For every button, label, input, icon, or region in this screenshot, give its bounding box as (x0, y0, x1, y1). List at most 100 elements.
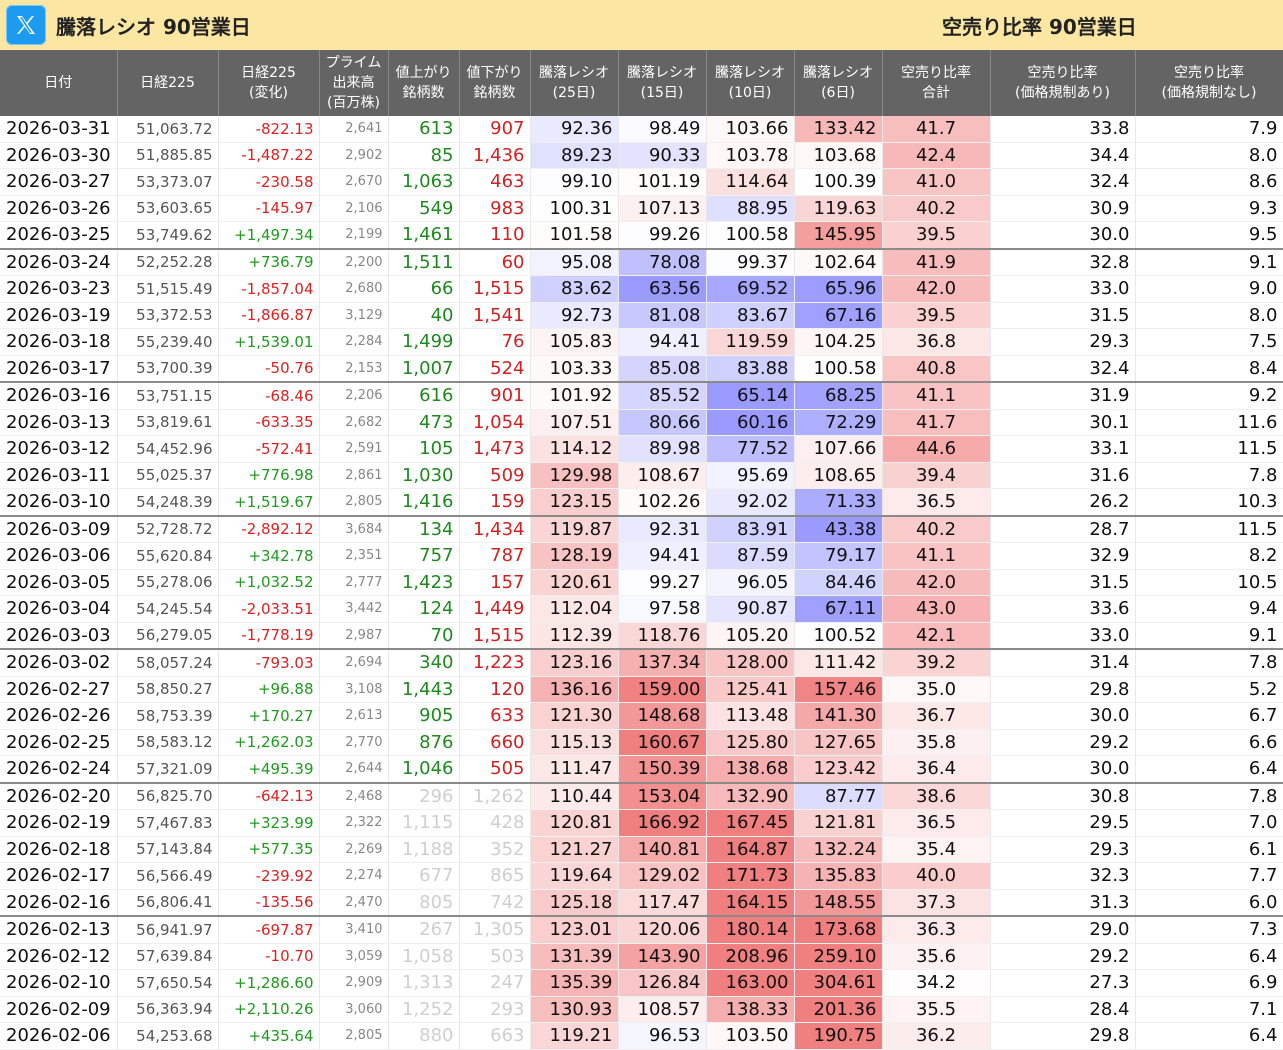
cell-nikkei: 57,321.09 (117, 755, 219, 783)
table-row: 2026-02-26 58,753.39 +170.27 2,613 905 633 121… (0, 702, 1283, 730)
cell-volume: 2,153 (319, 355, 389, 383)
cell-nikkei: 55,278.06 (117, 569, 219, 596)
column-header-s_noreg[interactable]: 空売り比率 (価格規制なし) (1135, 50, 1283, 116)
cell-dec: 633 (459, 702, 531, 730)
cell-s_noreg: 6.6 (1135, 729, 1283, 756)
table-row: 2026-03-09 52,728.72 -2,892.12 3,684 134 1,43… (0, 514, 1283, 543)
cell-s_noreg: 6.9 (1135, 969, 1283, 997)
cell-s_reg: 28.4 (990, 996, 1136, 1023)
cell-dec: 983 (459, 195, 531, 222)
cell-r25: 120.81 (530, 809, 619, 837)
cell-r10: 119.59 (706, 328, 795, 356)
cell-r10: 125.41 (706, 676, 795, 703)
cell-s_total: 40.8 (882, 355, 991, 383)
cell-r6: 100.39 (794, 168, 883, 196)
cell-r10: 103.78 (706, 142, 795, 169)
column-header-r25[interactable]: 騰落レシオ (25日) (530, 50, 619, 116)
table-row: 2026-03-24 52,252.28 +736.79 2,200 1,511 60 95… (0, 247, 1283, 276)
column-header-change[interactable]: 日経225 (変化) (218, 50, 320, 116)
column-header-s_reg[interactable]: 空売り比率 (価格規制あり) (990, 50, 1136, 116)
cell-s_noreg: 9.1 (1135, 247, 1283, 276)
cell-nikkei: 57,650.54 (117, 969, 219, 997)
table-row: 2026-02-12 57,639.84 -10.70 3,059 1,058 503 13… (0, 943, 1283, 970)
cell-r25: 95.08 (530, 247, 619, 276)
cell-s_reg: 27.3 (990, 969, 1136, 997)
column-header-r15[interactable]: 騰落レシオ (15日) (618, 50, 707, 116)
cell-date: 2026-02-24 (0, 755, 118, 783)
cell-change: +736.79 (218, 247, 320, 276)
table-row: 2026-03-05 55,278.06 +1,032.52 2,777 1,423 15… (0, 569, 1283, 596)
cell-r15: 94.41 (618, 328, 707, 356)
cell-date: 2026-02-06 (0, 1022, 118, 1050)
cell-r25: 100.31 (530, 195, 619, 222)
column-header-dec[interactable]: 値下がり 銘柄数 (459, 50, 531, 116)
cell-s_reg: 33.0 (990, 622, 1136, 650)
cell-s_noreg: 6.7 (1135, 702, 1283, 730)
cell-nikkei: 51,515.49 (117, 275, 219, 303)
cell-s_total: 39.5 (882, 302, 991, 329)
table-row: 2026-02-25 58,583.12 +1,262.03 2,770 876 660 1… (0, 729, 1283, 756)
column-header-date[interactable]: 日付 (0, 50, 118, 116)
cell-s_total: 36.3 (882, 915, 991, 944)
cell-volume: 3,060 (319, 996, 389, 1023)
cell-dec: 120 (459, 676, 531, 703)
cell-s_total: 36.5 (882, 488, 991, 516)
cell-s_noreg: 6.1 (1135, 836, 1283, 863)
cell-change: +495.39 (218, 755, 320, 783)
column-header-volume[interactable]: プライム 出来高 (百万株) (319, 50, 389, 116)
cell-adv: 1,499 (388, 328, 460, 356)
cell-r10: 90.87 (706, 595, 795, 623)
cell-volume: 2,106 (319, 195, 389, 222)
cell-date: 2026-03-09 (0, 514, 118, 543)
cell-r25: 123.16 (530, 648, 619, 677)
column-header-adv[interactable]: 値上がり 銘柄数 (388, 50, 460, 116)
cell-date: 2026-03-05 (0, 569, 118, 596)
cell-r15: 150.39 (618, 755, 707, 783)
cell-dec: 293 (459, 996, 531, 1023)
cell-r6: 104.25 (794, 328, 883, 356)
cell-r6: 79.17 (794, 542, 883, 570)
cell-r10: 103.66 (706, 116, 795, 143)
column-header-r10[interactable]: 騰落レシオ (10日) (706, 50, 795, 116)
cell-nikkei: 54,248.39 (117, 488, 219, 516)
cell-r10: 163.00 (706, 969, 795, 997)
cell-s_total: 36.4 (882, 755, 991, 783)
cell-r15: 102.26 (618, 488, 707, 516)
cell-nikkei: 54,245.54 (117, 595, 219, 623)
cell-r15: 143.90 (618, 943, 707, 970)
cell-r10: 69.52 (706, 275, 795, 303)
short-selling-title: 空売り比率 90営業日 (942, 15, 1137, 39)
cell-r10: 87.59 (706, 542, 795, 570)
cell-s_total: 38.6 (882, 781, 991, 810)
cell-date: 2026-02-10 (0, 969, 118, 997)
cell-s_noreg: 7.1 (1135, 996, 1283, 1023)
cell-r6: 190.75 (794, 1022, 883, 1050)
cell-adv: 1,115 (388, 809, 460, 837)
cell-date: 2026-03-17 (0, 355, 118, 383)
cell-nikkei: 53,603.65 (117, 195, 219, 222)
cell-nikkei: 58,583.12 (117, 729, 219, 756)
cell-s_total: 41.1 (882, 381, 991, 410)
cell-r25: 92.73 (530, 302, 619, 329)
cell-s_noreg: 8.0 (1135, 142, 1283, 169)
table-row: 2026-03-10 54,248.39 +1,519.67 2,805 1,416 15… (0, 488, 1283, 516)
column-header-s_total[interactable]: 空売り比率 合計 (882, 50, 991, 116)
cell-adv: 40 (388, 302, 460, 329)
column-header-nikkei[interactable]: 日経225 (117, 50, 219, 116)
cell-volume: 3,108 (319, 676, 389, 703)
x-logo-button[interactable] (6, 5, 46, 45)
cell-r6: 119.63 (794, 195, 883, 222)
cell-dec: 663 (459, 1022, 531, 1050)
column-header-r6[interactable]: 騰落レシオ (6日) (794, 50, 883, 116)
cell-volume: 3,442 (319, 595, 389, 623)
cell-adv: 1,443 (388, 676, 460, 703)
cell-adv: 473 (388, 409, 460, 436)
cell-volume: 3,129 (319, 302, 389, 329)
cell-volume: 2,591 (319, 435, 389, 463)
cell-r10: 132.90 (706, 781, 795, 810)
cell-change: -572.41 (218, 435, 320, 463)
cell-change: -793.03 (218, 648, 320, 677)
cell-nikkei: 56,566.49 (117, 862, 219, 890)
cell-s_noreg: 9.3 (1135, 195, 1283, 222)
table-row: 2026-03-27 53,373.07 -230.58 2,670 1,063 463 9… (0, 168, 1283, 196)
